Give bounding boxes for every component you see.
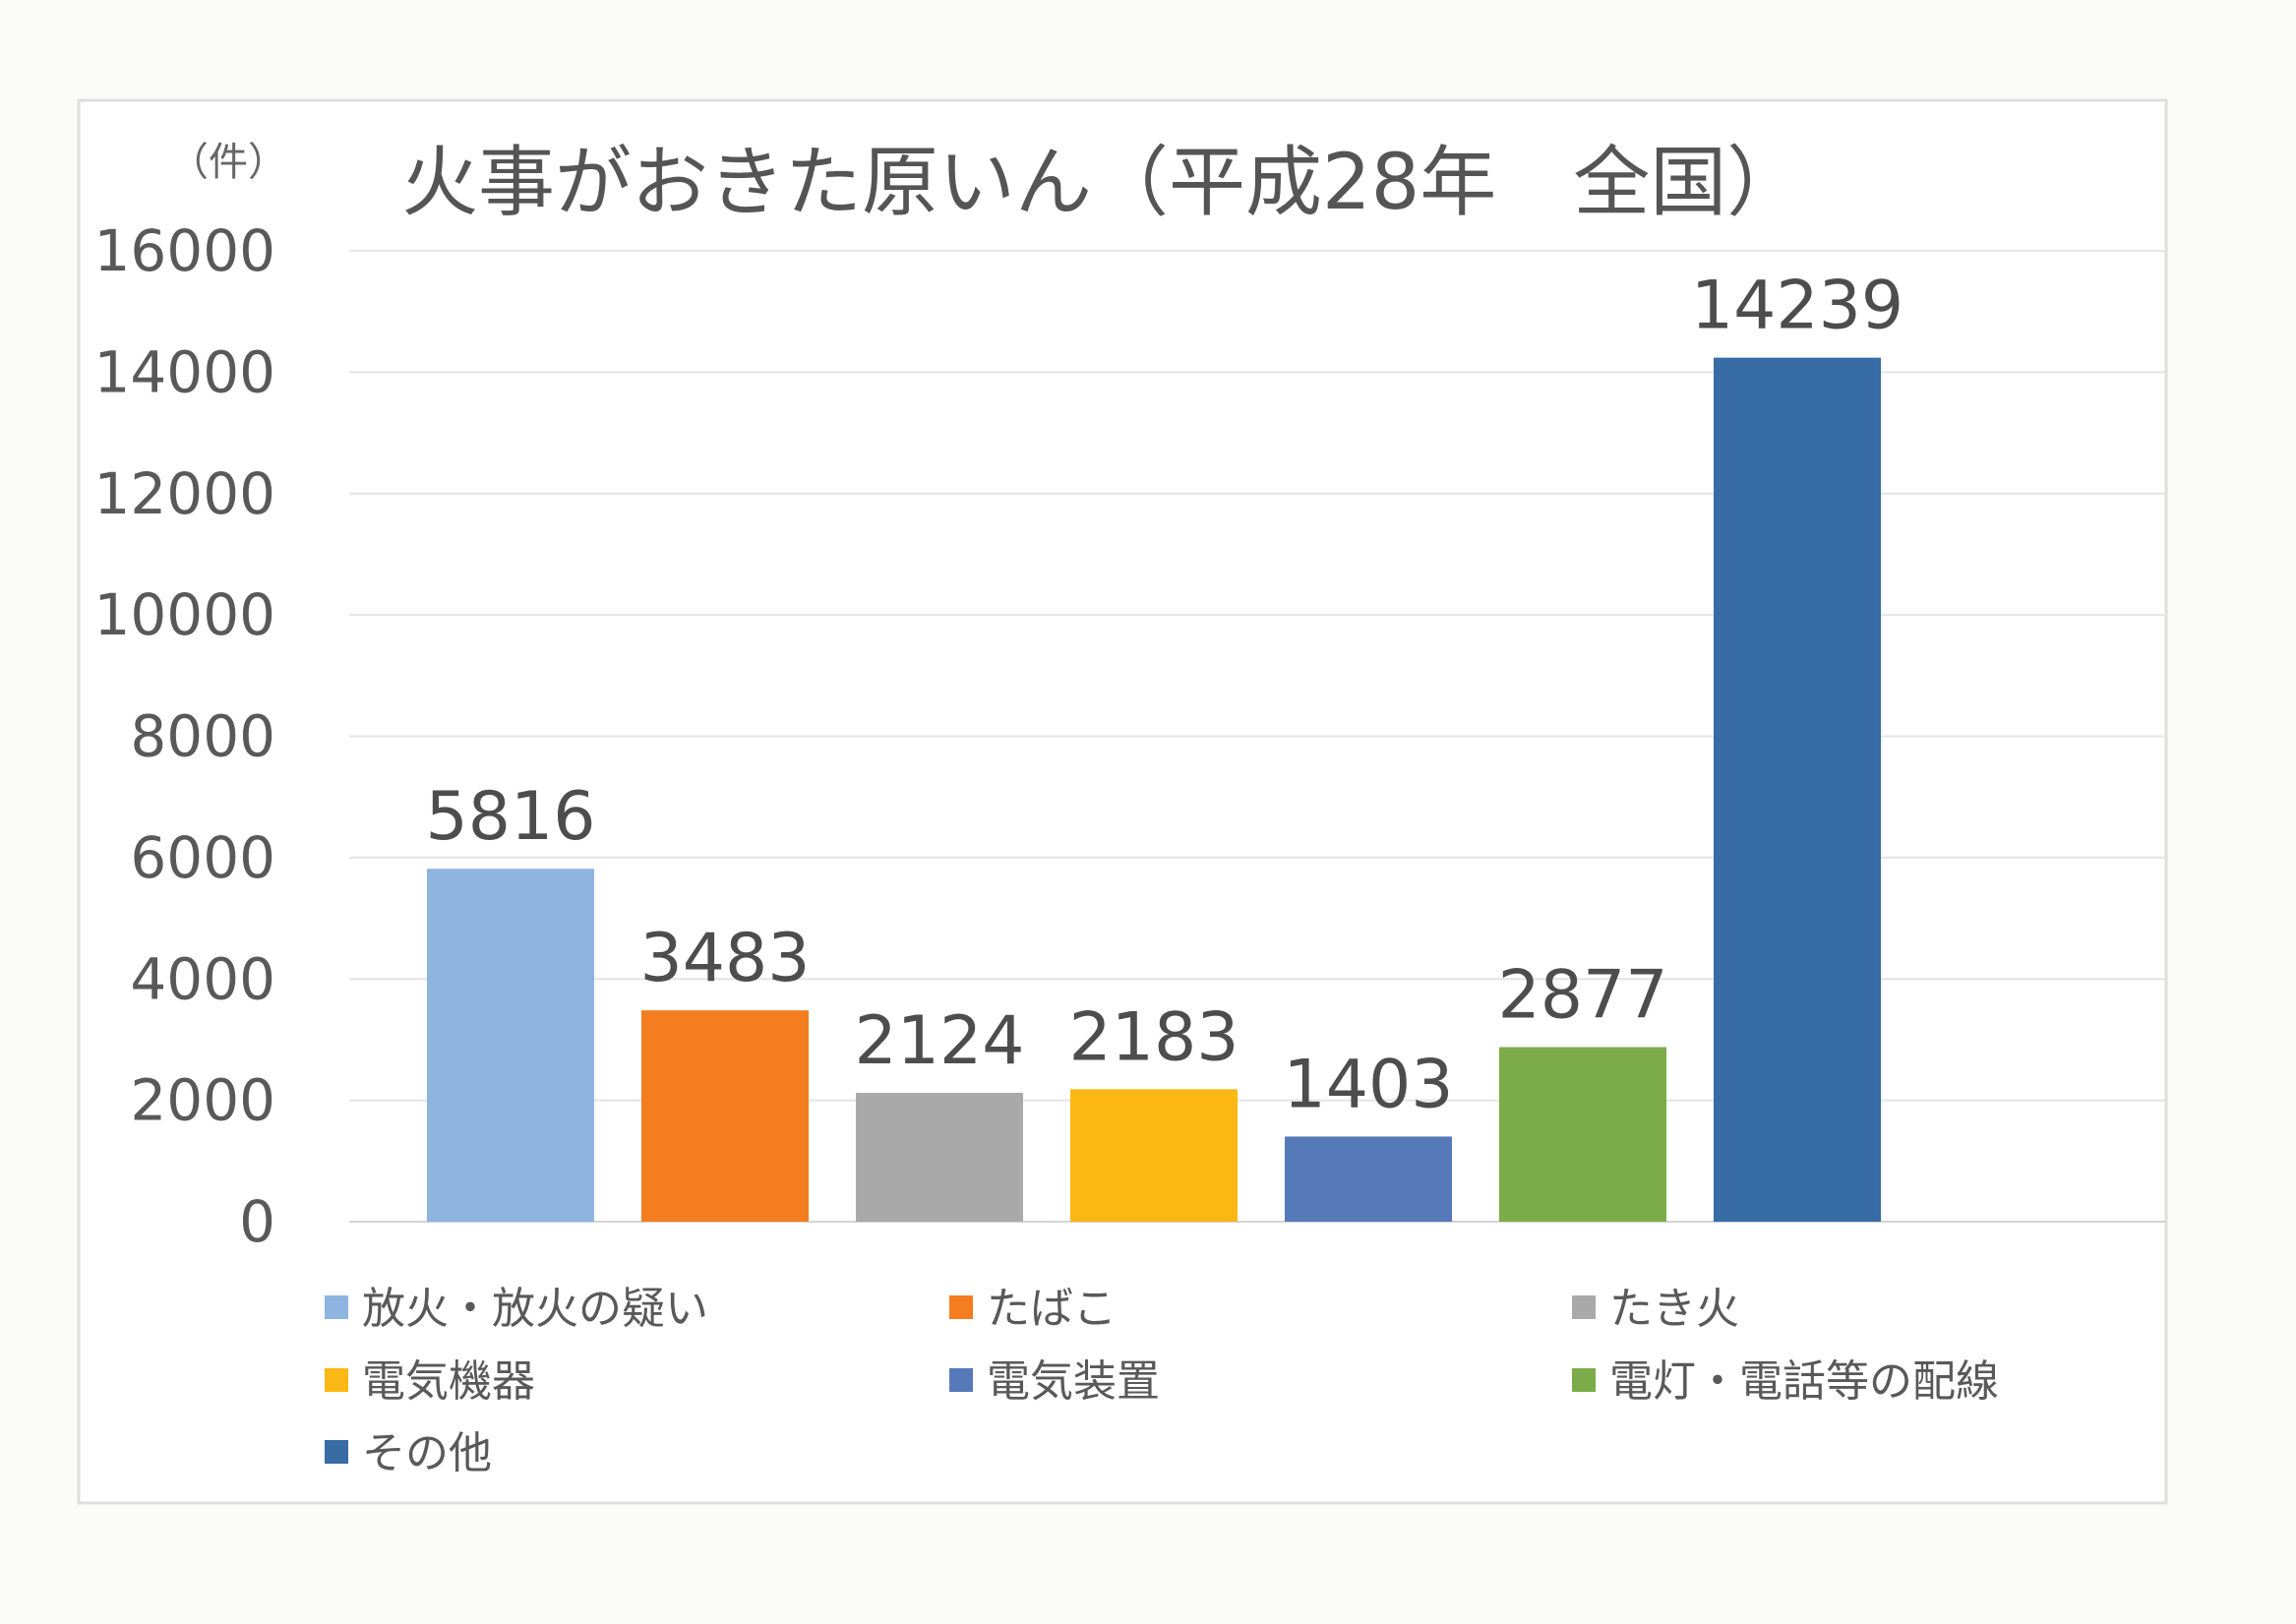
data-labels: 5816 3483 2124 2183 1403 2877 14239 <box>425 268 1903 1124</box>
data-label: 2124 <box>854 1002 1024 1080</box>
y-tick-label: 0 <box>239 1188 275 1255</box>
data-label: 1403 <box>1283 1046 1453 1123</box>
legend-label: 放火・放火の疑い <box>362 1284 708 1334</box>
legend-swatch <box>1572 1295 1596 1319</box>
bar <box>1070 1089 1238 1222</box>
legend-swatch <box>325 1368 348 1392</box>
data-label: 2183 <box>1068 998 1239 1076</box>
y-tick-label: 14000 <box>93 338 275 405</box>
legend-swatch <box>949 1368 973 1392</box>
legend-swatch <box>949 1295 973 1319</box>
y-tick-label: 16000 <box>93 217 275 284</box>
y-tick-label: 2000 <box>130 1067 275 1134</box>
data-label: 14239 <box>1691 268 1903 345</box>
y-tick-label: 12000 <box>93 460 275 527</box>
bar <box>427 869 594 1222</box>
data-label: 3483 <box>639 920 810 997</box>
legend-label: 電気機器 <box>362 1356 535 1407</box>
data-label: 5816 <box>425 778 595 856</box>
legend-swatch <box>1572 1368 1596 1392</box>
bar <box>856 1092 1023 1222</box>
legend-label: その他 <box>362 1428 492 1478</box>
legend-label: たき火 <box>1609 1284 1739 1334</box>
y-tick-label: 10000 <box>93 581 275 648</box>
y-axis-tick-labels: 0 2000 4000 6000 8000 10000 12000 14000 16000 <box>93 217 275 1255</box>
legend-label: 電気装置 <box>987 1356 1160 1407</box>
chart-title: 火事がおきた原いん（平成28年 全国） <box>401 139 1803 227</box>
y-tick-label: 6000 <box>130 824 275 891</box>
bar <box>1714 357 1881 1222</box>
bar <box>1285 1136 1452 1222</box>
legend-label: たばこ <box>987 1284 1117 1334</box>
y-tick-label: 8000 <box>130 703 275 770</box>
legend-swatch <box>325 1440 348 1464</box>
bar <box>641 1010 809 1222</box>
unit-label: （件） <box>169 140 287 185</box>
legend-swatch <box>325 1295 348 1319</box>
y-tick-label: 4000 <box>130 945 275 1012</box>
bar <box>1499 1047 1666 1222</box>
legend-label: 電灯・電話等の配線 <box>1609 1356 1999 1407</box>
bars <box>427 357 1881 1222</box>
data-label: 2877 <box>1497 957 1667 1035</box>
